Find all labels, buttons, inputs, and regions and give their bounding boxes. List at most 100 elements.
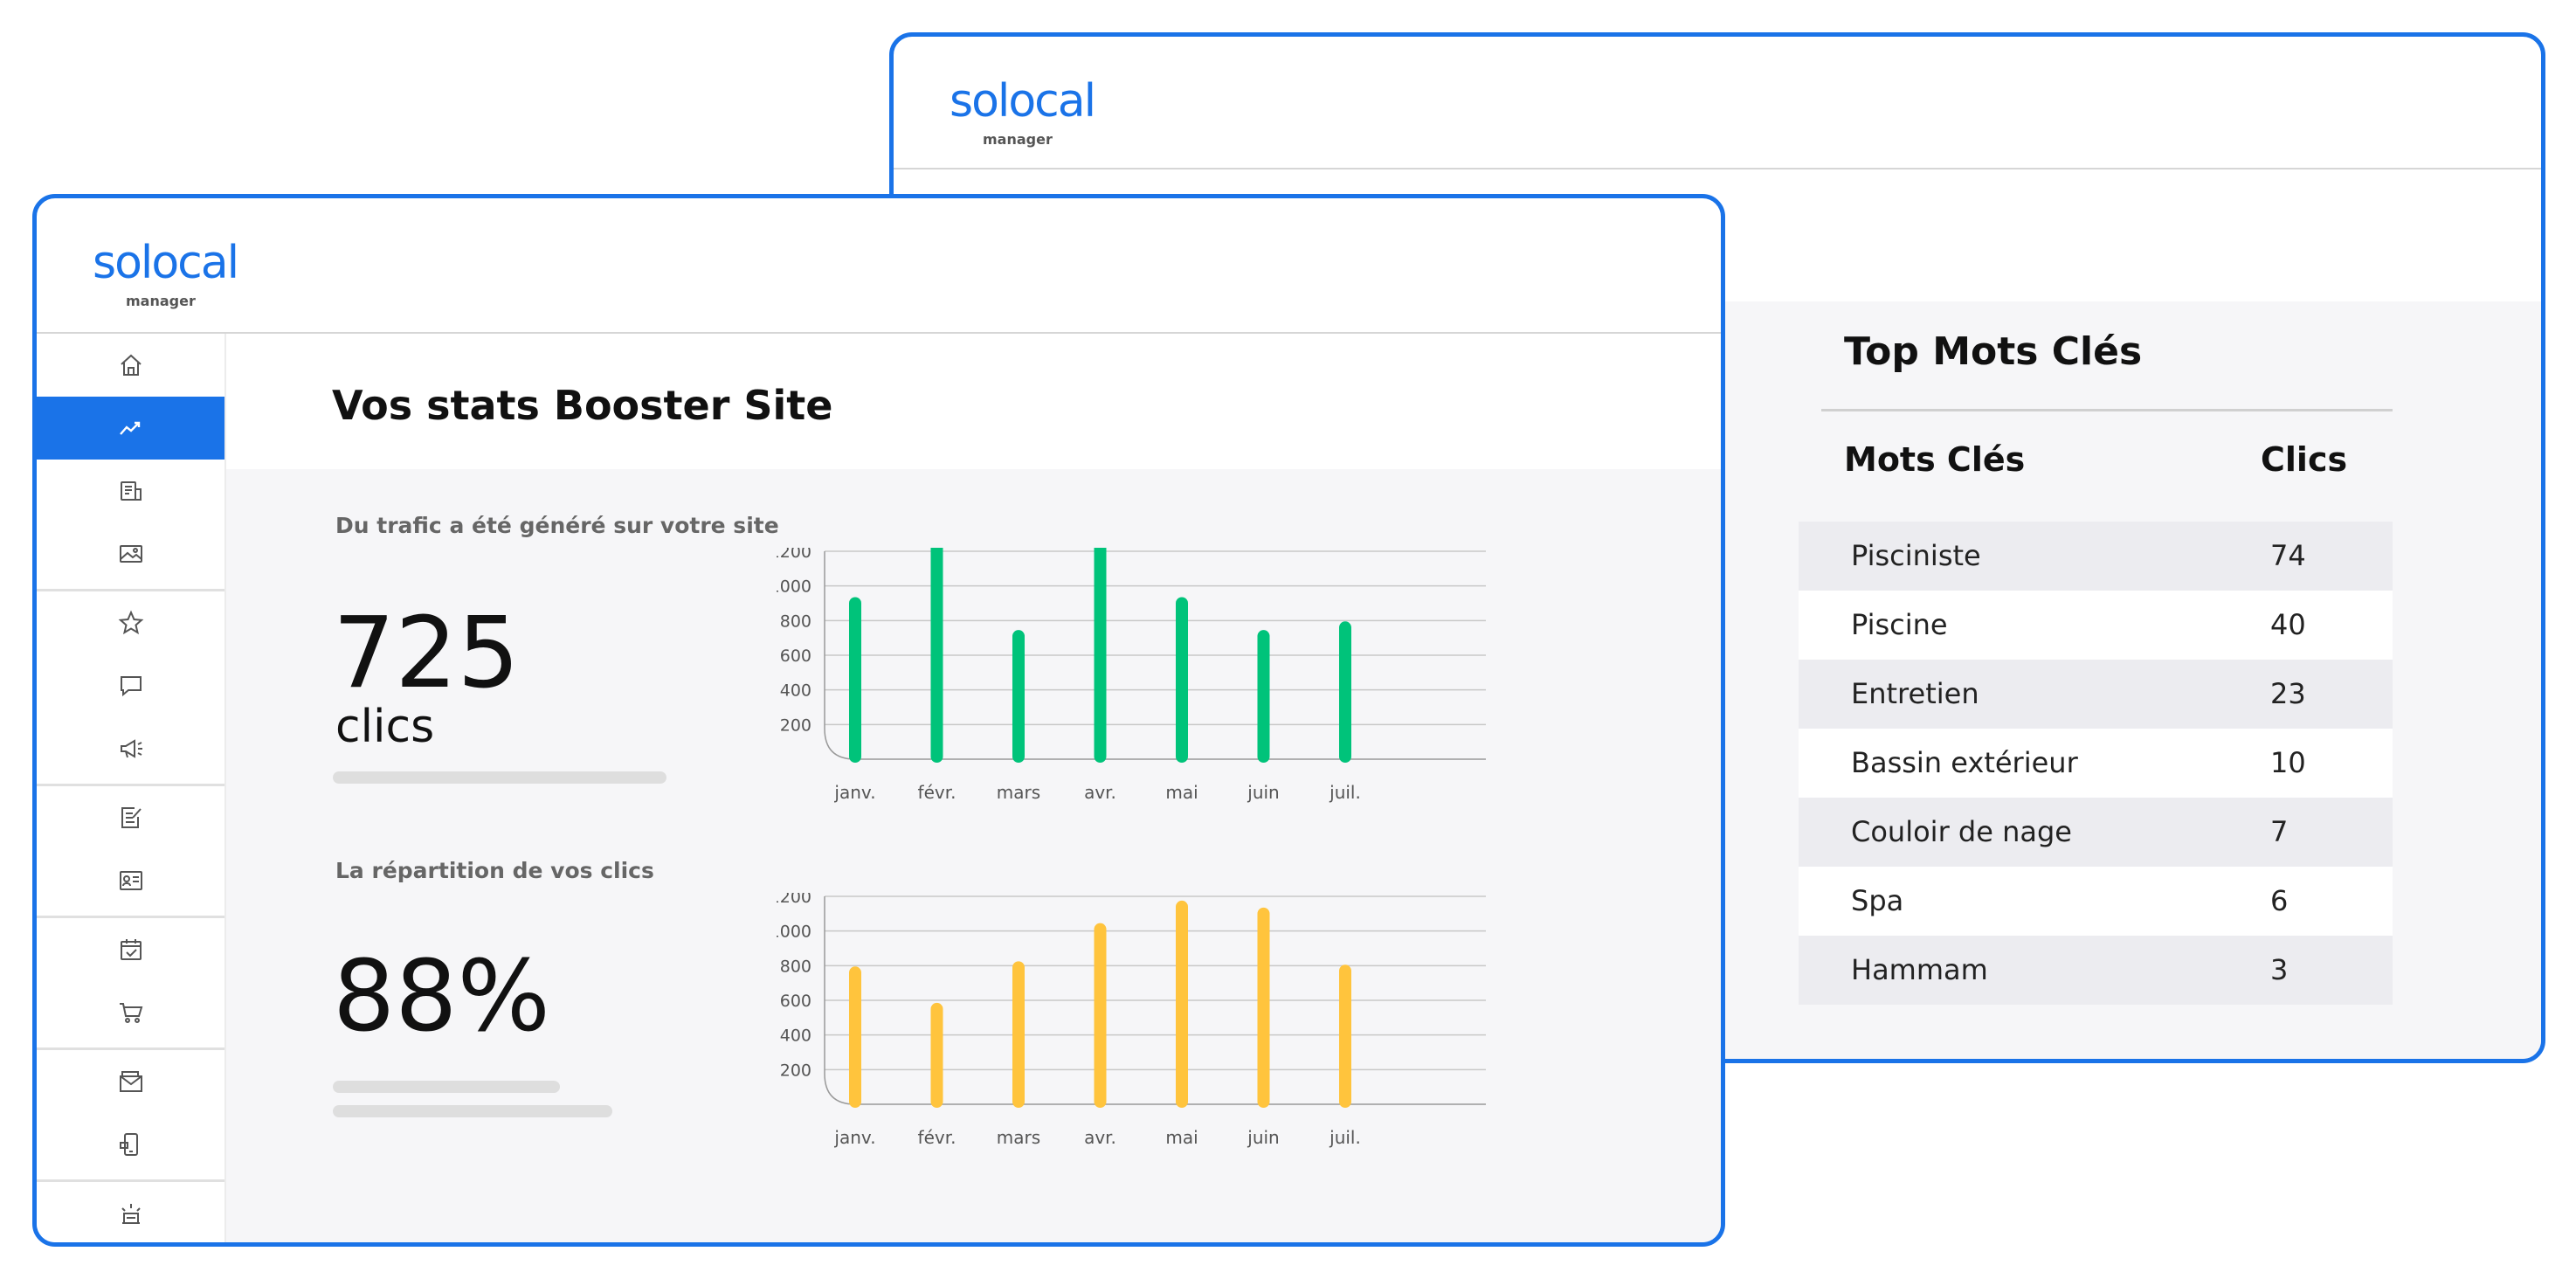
spotlight-icon <box>121 1204 141 1224</box>
table-row: Bassin extérieur 10 <box>1799 729 2393 798</box>
sidebar-item-listing[interactable] <box>37 460 224 522</box>
sidebar <box>37 334 226 1242</box>
x-tick-label: mars <box>997 1127 1040 1148</box>
solocal-logo[interactable]: solocal manager <box>93 237 239 309</box>
clicks-cell: 7 <box>2270 815 2289 848</box>
keyword-cell: Entretien <box>1851 677 1979 710</box>
y-tick-label: 200 <box>780 716 811 735</box>
traffic-bar-chart: 200 400 600 800 1000 1200 janv. févr. mars avr. ma… <box>777 548 1486 803</box>
repartition-placeholder-line <box>333 1105 612 1117</box>
logo-wordmark: solocal <box>950 75 1096 128</box>
sidebar-divider <box>37 916 224 918</box>
column-header-keyword: Mots Clés <box>1844 440 2026 479</box>
sidebar-item-mobile[interactable] <box>37 1113 224 1176</box>
clicks-cell: 6 <box>2270 884 2289 917</box>
table-row: Couloir de nage 7 <box>1799 798 2393 867</box>
x-tick-label: juin <box>1247 1127 1279 1148</box>
y-tick-label: 1200 <box>777 548 811 562</box>
y-tick-label: 600 <box>780 992 811 1011</box>
listing-icon <box>120 481 142 501</box>
x-tick-label: févr. <box>918 1127 957 1148</box>
repartition-placeholder-line <box>333 1081 560 1093</box>
cart-icon <box>119 1003 142 1023</box>
x-tick-label: juil. <box>1329 1127 1361 1148</box>
sidebar-divider <box>37 1179 224 1182</box>
y-tick-label: 400 <box>780 1027 811 1046</box>
sidebar-divider <box>37 784 224 786</box>
header-divider <box>894 168 2541 169</box>
sidebar-item-stats[interactable] <box>37 397 224 460</box>
sidebar-item-reviews[interactable] <box>37 591 224 654</box>
x-tick-label: mai <box>1165 782 1198 803</box>
sidebar-item-home[interactable] <box>37 334 224 397</box>
trending-icon <box>119 421 140 435</box>
table-row: Spa 6 <box>1799 867 2393 936</box>
sidebar-divider <box>37 589 224 591</box>
traffic-unit: clics <box>335 701 435 753</box>
y-tick-label: 1000 <box>777 923 811 942</box>
traffic-label: Du trafic a été généré sur votre site <box>335 513 779 538</box>
sidebar-item-contacts[interactable] <box>37 849 224 912</box>
x-tick-label: juil. <box>1329 782 1361 803</box>
table-row: Piscine 40 <box>1799 591 2393 660</box>
edit-document-icon <box>121 807 142 828</box>
keywords-title-divider <box>1821 409 2393 411</box>
table-row: Hammam 3 <box>1799 936 2393 1005</box>
x-tick-label: juin <box>1247 782 1279 803</box>
sidebar-item-photos[interactable] <box>37 522 224 585</box>
mail-icon <box>119 1071 142 1092</box>
x-tick-label: janv. <box>833 1127 875 1148</box>
sidebar-item-mail[interactable] <box>37 1050 224 1113</box>
page-title: Vos stats Booster Site <box>332 382 833 429</box>
stats-panel: Du trafic a été généré sur votre site 72… <box>226 469 1721 1242</box>
clicks-cell: 10 <box>2270 746 2306 779</box>
solocal-logo[interactable]: solocal manager <box>950 75 1096 148</box>
contact-card-icon <box>119 871 142 890</box>
y-tick-label: 1000 <box>777 577 811 597</box>
clicks-cell: 23 <box>2270 677 2306 710</box>
clicks-cell: 40 <box>2270 608 2306 641</box>
repartition-value: 88% <box>333 940 550 1054</box>
keyword-cell: Piscine <box>1851 608 1948 641</box>
traffic-progress-placeholder <box>333 771 666 784</box>
header-divider <box>37 332 1721 334</box>
comment-icon <box>120 676 142 697</box>
sidebar-item-edit[interactable] <box>37 786 224 849</box>
logo-subtitle: manager <box>983 131 1053 148</box>
x-tick-label: févr. <box>918 782 957 803</box>
logo-wordmark: solocal <box>93 237 239 289</box>
y-tick-label: 600 <box>780 646 811 666</box>
mobile-icon <box>119 1133 138 1156</box>
sidebar-item-spotlight[interactable] <box>37 1182 224 1242</box>
sidebar-item-marketing[interactable] <box>37 717 224 780</box>
keyword-cell: Bassin extérieur <box>1851 746 2078 779</box>
image-icon <box>119 545 142 563</box>
y-tick-label: 800 <box>780 957 811 976</box>
logo-subtitle: manager <box>126 293 196 309</box>
keyword-cell: Pisciniste <box>1851 539 1981 572</box>
sidebar-item-shop[interactable] <box>37 981 224 1044</box>
clicks-cell: 3 <box>2270 953 2289 986</box>
x-tick-label: janv. <box>833 782 875 803</box>
megaphone-icon <box>120 739 142 758</box>
sidebar-divider <box>37 1047 224 1050</box>
repartition-bar-chart: 200 400 600 800 1000 1200 janv. févr. mars avr. ma… <box>777 893 1486 1148</box>
sidebar-item-messages[interactable] <box>37 654 224 717</box>
x-tick-label: mai <box>1165 1127 1198 1148</box>
keyword-cell: Couloir de nage <box>1851 815 2072 848</box>
keyword-cell: Spa <box>1851 884 1904 917</box>
star-icon <box>118 610 143 635</box>
x-tick-label: mars <box>997 782 1040 803</box>
keyword-cell: Hammam <box>1851 953 1988 986</box>
sidebar-item-bookings[interactable] <box>37 918 224 981</box>
keywords-table: Pisciniste 74 Piscine 40 Entretien 23 Bassi… <box>1799 522 2393 1005</box>
y-tick-label: 200 <box>780 1061 811 1080</box>
x-tick-label: avr. <box>1084 782 1116 803</box>
clicks-cell: 74 <box>2270 539 2306 572</box>
stats-window: solocal manager <box>32 194 1725 1247</box>
y-tick-label: 400 <box>780 681 811 701</box>
keywords-title: Top Mots Clés <box>1844 329 2143 374</box>
y-tick-label: 1200 <box>777 893 811 907</box>
home-icon <box>120 354 142 376</box>
table-row: Entretien 23 <box>1799 660 2393 729</box>
